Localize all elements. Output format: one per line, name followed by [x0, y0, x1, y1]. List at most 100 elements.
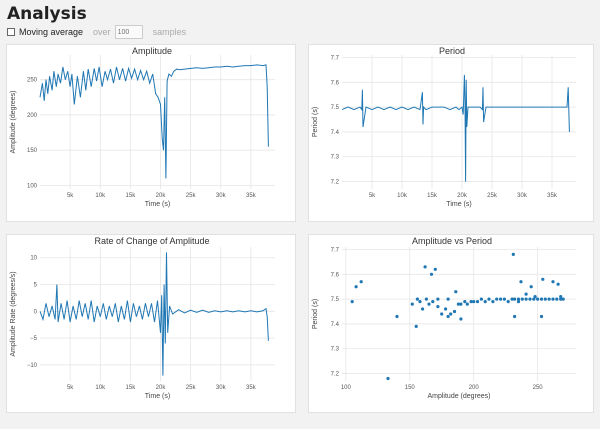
window-size-input[interactable] [114, 25, 143, 39]
scatter-point [528, 297, 532, 301]
x-tick-label: 30k [216, 385, 227, 391]
y-tick-label: 7.5 [331, 297, 340, 303]
rate-of-change-chart-panel: Rate of Change of Amplitude −10 −5 0 5 10 5k 10… [6, 234, 296, 413]
moving-average-checkbox[interactable] [7, 28, 15, 36]
scatter-point [459, 317, 463, 321]
scatter-point [350, 300, 354, 304]
scatter-point [532, 297, 536, 301]
scatter-point [533, 295, 537, 299]
x-tick-label: 5k [67, 193, 74, 199]
scatter-point [516, 297, 521, 301]
x-tick-label: 25k [186, 385, 197, 391]
scatter-point [444, 307, 448, 311]
scatter-point [524, 297, 528, 301]
scatter-point [555, 297, 559, 301]
scatter-point [436, 305, 440, 309]
y-tick-label: 7.7 [331, 55, 340, 61]
x-tick-label: 5k [369, 193, 376, 199]
scatter-point [511, 252, 515, 256]
x-tick-label: 15k [126, 385, 137, 391]
y-tick-label: 10 [30, 256, 37, 262]
scatter-point [516, 300, 521, 304]
scatter-point [559, 295, 563, 299]
y-tick-label: 7.7 [331, 247, 340, 253]
scatter-point [429, 272, 434, 276]
scatter-point [452, 309, 457, 314]
y-tick-label: 100 [27, 183, 38, 189]
x-tick-label: 10k [95, 385, 106, 391]
scatter-point [559, 297, 563, 301]
y-tick-label: 7.4 [331, 130, 340, 136]
scatter-point [456, 302, 460, 306]
series-line [39, 64, 269, 179]
x-tick-label: 35k [547, 193, 558, 199]
scatter-point [556, 282, 560, 286]
scatter-point [487, 297, 491, 301]
y-tick-label: 250 [27, 78, 38, 84]
scatter-point [499, 297, 503, 301]
y-tick-label: 7.6 [331, 272, 340, 278]
chart-title: Amplitude [132, 46, 172, 56]
scatter-point [495, 297, 499, 301]
scatter-point [415, 297, 419, 301]
amplitude-vs-period-chart: Amplitude vs Period 7.2 7.3 7.4 7.5 7.6 7.7 100… [312, 236, 576, 400]
scatter-point [483, 300, 487, 304]
amplitude-chart: Amplitude 100 150 200 250 5k 10k 15k 20k 25k 30k 35… [10, 46, 275, 208]
scatter-point [386, 376, 390, 381]
scatter-point [551, 280, 555, 284]
x-tick-label: 100 [341, 385, 352, 391]
scatter-point [440, 312, 444, 316]
scatter-point [427, 302, 431, 306]
scatter-point [551, 297, 555, 301]
y-tick-label: 7.6 [331, 80, 340, 86]
scatter-point [506, 300, 510, 304]
period-chart: Period 7.2 7.3 7.4 7.5 7.6 7.7 5k 10k 15k 20k 25k 30… [312, 46, 576, 208]
scatter-point [519, 280, 523, 284]
period-chart-panel: Period 7.2 7.3 7.4 7.5 7.6 7.7 5k 10k 15k 20k 25k 30… [308, 44, 594, 222]
scatter-point [433, 267, 437, 271]
x-tick-label: 25k [186, 193, 197, 199]
x-tick-label: 10k [95, 193, 106, 199]
scatter-point [541, 277, 545, 281]
over-label: over [93, 27, 111, 37]
scatter-point [459, 302, 463, 306]
scatter-point [436, 297, 440, 301]
x-tick-label: 150 [405, 385, 416, 391]
rate-of-change-chart: Rate of Change of Amplitude −10 −5 0 5 10 5k 10… [10, 236, 275, 400]
x-axis-label: Time (s) [145, 201, 170, 208]
x-tick-label: 35k [246, 385, 257, 391]
scatter-point [547, 297, 551, 301]
scatter-point [479, 297, 483, 301]
samples-label: samples [152, 27, 187, 37]
scatter-point [502, 297, 506, 301]
series-line [341, 74, 570, 182]
scatter-point [418, 300, 422, 304]
chart-title: Rate of Change of Amplitude [94, 236, 209, 246]
scatter-point [410, 302, 414, 306]
scatter-point [539, 314, 544, 319]
chart-title: Amplitude vs Period [412, 236, 492, 246]
scatter-point [513, 314, 517, 319]
x-tick-label: 20k [457, 193, 468, 199]
scatter-point [520, 297, 524, 301]
y-axis-label: Period (s) [312, 299, 319, 329]
scatter-point [510, 297, 514, 301]
scatter-point [543, 297, 547, 301]
x-tick-label: 15k [427, 193, 438, 199]
y-tick-label: 5 [34, 283, 38, 289]
scatter-point [423, 265, 427, 269]
scatter-point [446, 297, 450, 301]
x-tick-label: 25k [487, 193, 498, 199]
x-tick-label: 15k [126, 193, 137, 199]
x-axis-label: Time (s) [145, 393, 170, 400]
scatter-point [536, 297, 540, 301]
x-tick-label: 250 [533, 385, 544, 391]
scatter-point [475, 300, 480, 304]
scatter-point [414, 324, 418, 328]
y-axis-label: Amplitude (degrees) [10, 90, 17, 153]
scatter-point [524, 292, 528, 296]
y-axis-label: Period (s) [312, 107, 319, 137]
y-tick-label: 7.3 [331, 155, 340, 161]
scatter-point [463, 300, 467, 304]
scatter-point [354, 285, 358, 289]
